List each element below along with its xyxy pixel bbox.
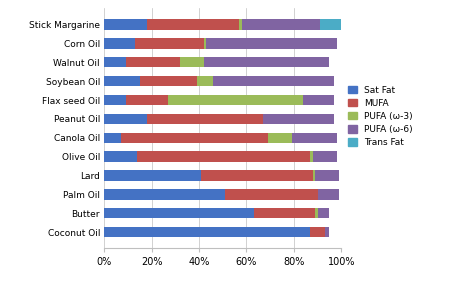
Bar: [104, 133, 121, 143]
Bar: [140, 76, 197, 86]
Bar: [239, 19, 242, 30]
Bar: [168, 95, 303, 105]
Bar: [135, 38, 204, 49]
Bar: [315, 170, 339, 181]
Bar: [104, 38, 135, 49]
Bar: [180, 57, 204, 67]
Bar: [225, 189, 318, 200]
Bar: [104, 227, 310, 237]
Bar: [121, 133, 268, 143]
Bar: [126, 95, 168, 105]
Bar: [126, 57, 180, 67]
Bar: [104, 170, 201, 181]
Bar: [310, 227, 325, 237]
Bar: [325, 227, 329, 237]
Bar: [213, 76, 334, 86]
Bar: [204, 38, 206, 49]
Bar: [104, 57, 126, 67]
Bar: [292, 133, 337, 143]
Bar: [104, 208, 254, 218]
Bar: [104, 95, 126, 105]
Bar: [197, 76, 213, 86]
Bar: [104, 76, 140, 86]
Bar: [147, 19, 239, 30]
Bar: [204, 57, 329, 67]
Bar: [268, 133, 292, 143]
Bar: [104, 189, 225, 200]
Bar: [137, 151, 310, 162]
Bar: [320, 19, 341, 30]
Bar: [315, 208, 318, 218]
Bar: [104, 151, 137, 162]
Bar: [318, 189, 339, 200]
Legend: Sat Fat, MUFA, PUFA (ω-3), PUFA (ω-6), Trans Fat: Sat Fat, MUFA, PUFA (ω-3), PUFA (ω-6), T…: [346, 84, 414, 149]
Bar: [147, 114, 263, 124]
Bar: [313, 151, 337, 162]
Bar: [104, 19, 147, 30]
Bar: [318, 208, 329, 218]
Bar: [242, 19, 320, 30]
Bar: [313, 170, 315, 181]
Bar: [263, 114, 334, 124]
Bar: [206, 38, 337, 49]
Bar: [303, 95, 334, 105]
Bar: [201, 170, 313, 181]
Bar: [254, 208, 315, 218]
Bar: [310, 151, 313, 162]
Bar: [104, 114, 147, 124]
